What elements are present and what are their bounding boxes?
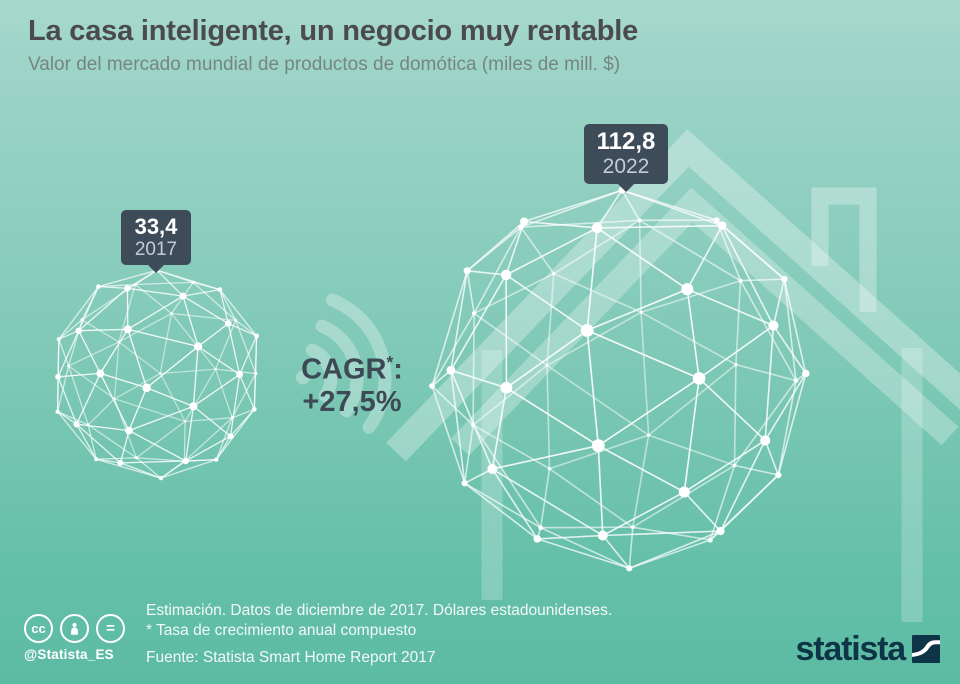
header: La casa inteligente, un negocio muy rent… [28, 14, 638, 76]
cc-by-person-icon [60, 614, 89, 643]
chart-title: La casa inteligente, un negocio muy rent… [28, 15, 639, 47]
value-2022: 112,8 [596, 128, 656, 155]
note-line-2: * Tasa de crecimiento anual compuesto [146, 622, 417, 639]
value-2017: 33,4 [134, 214, 178, 239]
cc-badge-row: cc = [24, 614, 125, 643]
data-label-2017: 33,4 2017 [121, 210, 191, 265]
person-icon [71, 622, 78, 635]
cagr-line2: +27,5% [302, 385, 402, 418]
source-line: Fuente: Statista Smart Home Report 2017 [146, 649, 436, 666]
statista-logo-text: statista [795, 630, 907, 668]
year-2022: 2022 [602, 155, 650, 178]
statista-logo-mark [912, 635, 940, 663]
cc-license-icon: cc [24, 614, 53, 643]
cc-nd-icon: = [96, 614, 125, 643]
statista-logo: statista [796, 632, 940, 666]
chart-subtitle: Valor del mercado mundial de productos d… [28, 54, 621, 75]
year-2017: 2017 [134, 239, 178, 260]
twitter-handle: @Statista_ES [24, 647, 114, 662]
network-sphere-2022 [429, 186, 810, 572]
data-label-2022: 112,8 2022 [584, 124, 668, 184]
cagr-annotation: CAGR*: +27,5% [262, 346, 442, 418]
network-sphere-2017 [55, 267, 260, 481]
footer-notes: Estimación. Datos de diciembre de 2017. … [146, 601, 612, 668]
note-line-1: Estimación. Datos de diciembre de 2017. … [146, 602, 613, 619]
cc-attribution: cc = @Statista_ES [24, 614, 125, 662]
cagr-line1: CAGR*: [301, 352, 403, 386]
house-outline-watermark [386, 129, 960, 622]
